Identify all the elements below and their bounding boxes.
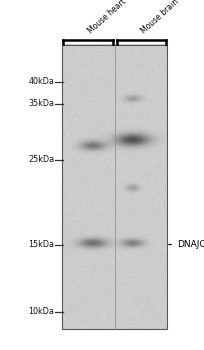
- Text: Mouse brain: Mouse brain: [139, 0, 179, 35]
- Bar: [62, 45, 166, 329]
- Text: 25kDa: 25kDa: [28, 155, 54, 164]
- Text: 10kDa: 10kDa: [28, 307, 54, 316]
- Text: Mouse heart: Mouse heart: [85, 0, 127, 35]
- Text: 35kDa: 35kDa: [28, 99, 54, 108]
- Text: DNAJC24: DNAJC24: [168, 240, 204, 249]
- Text: 40kDa: 40kDa: [28, 77, 54, 86]
- Text: 15kDa: 15kDa: [28, 240, 54, 249]
